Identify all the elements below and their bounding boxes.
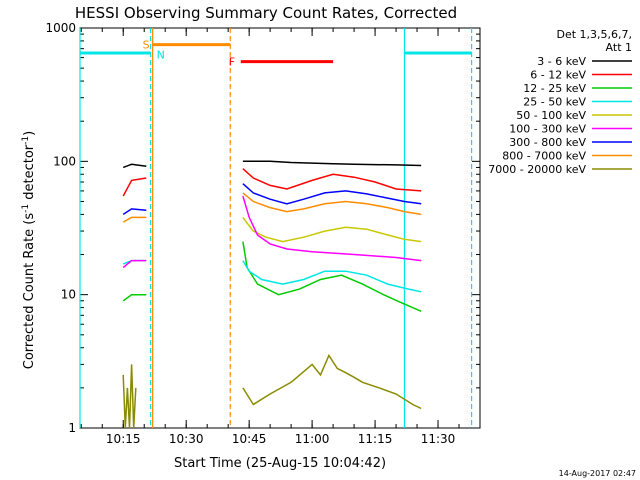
legend-label-6: 300 - 800 keV [509, 136, 586, 149]
series-line-0 [242, 160, 422, 167]
plot-area [79, 27, 481, 429]
chart-title: HESSI Observing Summary Count Rates, Cor… [75, 4, 457, 22]
x-tick-label: 10:45 [232, 432, 267, 446]
footer-date: 14-Aug-2017 02:47 [559, 469, 636, 478]
series-line-0 [122, 163, 147, 169]
x-tick-label: 11:30 [421, 432, 456, 446]
event-vertical-lines [79, 28, 473, 428]
x-tick-label: 11:15 [358, 432, 393, 446]
series-line-2 [242, 241, 422, 312]
series-line-3 [242, 260, 422, 293]
plot-border [79, 27, 481, 429]
x-tick-label: 10:15 [106, 432, 141, 446]
legend-header-2: Att 1 [606, 41, 632, 54]
y-tick-label: 100 [53, 154, 76, 168]
y-label-part-2: detector [22, 144, 37, 204]
flare-label: F [229, 56, 235, 69]
x-tick-label: 11:00 [295, 432, 330, 446]
legend-label-8: 7000 - 20000 keV [488, 163, 586, 176]
legend-label-5: 100 - 300 keV [509, 123, 586, 136]
series-line-6 [242, 183, 422, 205]
series-line-1 [122, 177, 147, 197]
series-lines [122, 160, 422, 429]
y-tick-label: 1 [68, 421, 76, 435]
x-tick-label: 10:30 [169, 432, 204, 446]
legend-label-2: 12 - 25 keV [523, 82, 586, 95]
legend-label-3: 25 - 50 keV [523, 96, 586, 109]
legend-label-7: 800 - 7000 keV [502, 150, 586, 163]
legend-label-0: 3 - 6 keV [537, 55, 586, 68]
night-label: N [157, 49, 165, 62]
series-line-6 [122, 208, 147, 216]
event-bars: SN F [80, 39, 472, 69]
series-line-7 [242, 192, 422, 216]
y-label-sup-1: -1 [21, 204, 31, 213]
series-line-8 [242, 353, 422, 410]
series-line-8 [122, 364, 137, 429]
x-axis-label: Start Time (25-Aug-15 10:04:42) [174, 456, 386, 471]
legend-label-4: 50 - 100 keV [516, 109, 586, 122]
x-axis-ticks: 10:15 10:30 10:45 11:00 11:15 11:30 [80, 28, 481, 446]
saa-label: S [143, 39, 150, 52]
series-line-5 [122, 259, 147, 269]
series-line-7 [122, 216, 147, 223]
series-line-1 [242, 168, 422, 192]
series-line-5 [242, 195, 422, 262]
y-axis-ticks: 1 10 100 1000 [45, 21, 480, 435]
y-tick-label: 10 [61, 288, 76, 302]
series-line-4 [242, 216, 422, 243]
legend-header-1: Det 1,3,5,6,7, [556, 28, 632, 41]
y-axis-label: Corrected Count Rate (s-1 detector-1) [21, 131, 37, 369]
series-line-2 [122, 293, 147, 302]
legend-label-1: 6 - 12 keV [530, 69, 586, 82]
y-label-part-1: Corrected Count Rate (s [22, 213, 37, 370]
y-tick-label: 1000 [45, 21, 76, 35]
y-label-part-3: ) [22, 131, 37, 136]
y-label-sup-2: -1 [21, 136, 31, 145]
